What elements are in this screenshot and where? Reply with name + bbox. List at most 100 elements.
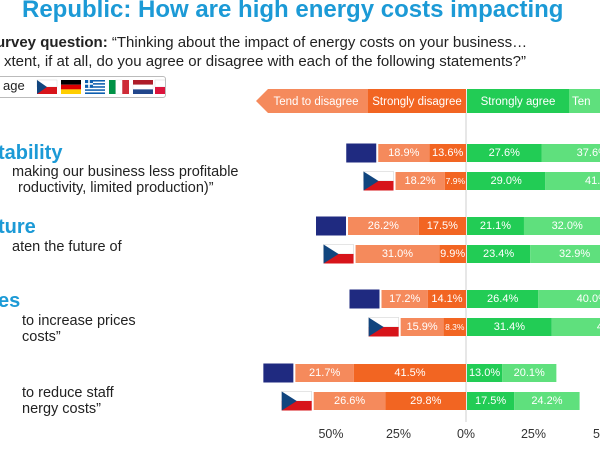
data-label-strongly-disagree: 8.3% — [445, 322, 465, 332]
eu-flag-icon — [316, 216, 347, 236]
category-title-future: ture — [0, 216, 36, 238]
legend-strongly-disagree-swatch — [368, 89, 466, 113]
legend-tend-to-disagree-label: Tend to disagree — [273, 96, 358, 108]
czech-flag-icon-red — [363, 181, 394, 191]
data-label-tend-to-disagree: 21.7% — [309, 367, 340, 379]
x-axis-tick-label: 25% — [386, 427, 411, 441]
czech-flag-icon-wedge — [363, 171, 379, 191]
category-desc-line: making our business less profitable — [12, 164, 239, 180]
german-flag-icon — [61, 80, 81, 94]
data-label-tend-to-disagree: 17.2% — [389, 293, 420, 305]
bar-strongly-agree — [467, 172, 546, 190]
czech-flag-icon-red — [368, 327, 399, 337]
data-label-tend-to-agree: 45.0% — [597, 321, 600, 333]
italian-flag-icon — [109, 79, 129, 95]
average-legend-box: age — [0, 76, 166, 98]
data-label-strongly-disagree: 29.8% — [410, 395, 441, 407]
bar-strongly-disagree — [444, 172, 466, 190]
data-label-strongly-agree: 23.4% — [483, 248, 514, 260]
data-label-tend-to-disagree: 18.2% — [404, 175, 435, 187]
data-label-tend-to-disagree: 26.2% — [368, 220, 399, 232]
data-label-tend-to-disagree: 18.9% — [388, 147, 419, 159]
data-label-tend-to-agree: 41.0% — [585, 175, 600, 187]
bar-strongly-agree — [467, 217, 524, 235]
bar-tend-to-disagree — [381, 290, 428, 308]
data-label-strongly-agree: 29.0% — [491, 175, 522, 187]
bar-strongly-agree — [467, 144, 542, 162]
data-label-tend-to-agree: 20.1% — [514, 367, 545, 379]
bar-tend-to-agree — [530, 245, 600, 263]
czech-flag-icon-wedge — [323, 244, 339, 264]
bar-strongly-disagree — [385, 392, 466, 410]
x-axis-tick-label: 25% — [521, 427, 546, 441]
bar-tend-to-agree — [538, 290, 600, 308]
bar-tend-to-disagree — [395, 172, 445, 190]
legend-tend-to-disagree-swatch — [256, 89, 368, 113]
category-desc-line: nergy costs” — [22, 401, 101, 417]
czech-flag-icon-wedge — [281, 391, 297, 411]
eu-flag-icon — [346, 143, 377, 163]
bar-strongly-disagree — [443, 318, 466, 336]
bar-tend-to-disagree — [400, 318, 444, 336]
bar-strongly-disagree — [353, 364, 466, 382]
data-label-tend-to-agree: 32.0% — [552, 220, 583, 232]
data-label-strongly-disagree: 13.6% — [432, 147, 463, 159]
chart-title: Republic: How are high energy costs impa… — [22, 0, 564, 23]
data-label-strongly-agree: 17.5% — [475, 395, 506, 407]
bar-tend-to-agree — [545, 172, 600, 190]
category-desc-line: to reduce staff — [22, 385, 114, 401]
category-desc-line: roductivity, limited production)” — [18, 180, 214, 196]
eu-flag-icon — [349, 289, 380, 309]
data-label-tend-to-agree: 37.6% — [577, 147, 600, 159]
data-label-tend-to-agree: 32.9% — [559, 248, 590, 260]
data-label-strongly-agree: 31.4% — [494, 321, 525, 333]
data-label-strongly-agree: 26.4% — [487, 293, 518, 305]
bar-tend-to-disagree — [378, 144, 430, 162]
data-label-strongly-disagree: 14.1% — [431, 293, 462, 305]
bar-tend-to-disagree — [295, 364, 354, 382]
bar-tend-to-agree — [514, 392, 580, 410]
bar-tend-to-agree — [523, 217, 600, 235]
legend-tend-to-agree-label: Ten — [572, 96, 591, 108]
bar-tend-to-agree — [502, 364, 557, 382]
bar-tend-to-disagree — [355, 245, 440, 263]
bar-strongly-agree — [467, 290, 539, 308]
data-label-tend-to-disagree: 26.6% — [334, 395, 365, 407]
legend-tend-to-agree-swatch — [569, 89, 600, 113]
x-axis-tick-label: 0% — [457, 427, 475, 441]
bar-strongly-disagree — [427, 290, 466, 308]
survey-question: urvey question: “Thinking about the impa… — [0, 34, 527, 51]
data-label-tend-to-disagree: 31.0% — [382, 248, 413, 260]
category-title-prices: es — [0, 290, 21, 312]
bar-strongly-agree — [467, 245, 531, 263]
eu-flag-icon — [263, 363, 294, 383]
legend-strongly-agree-swatch — [467, 89, 569, 113]
legend-strongly-disagree-label: Strongly disagree — [372, 96, 462, 108]
data-label-strongly-disagree: 17.5% — [427, 220, 458, 232]
czech-flag-icon-red — [323, 254, 354, 264]
category-desc-line: aten the future of — [12, 239, 122, 255]
bar-tend-to-disagree — [348, 217, 419, 235]
dutch-flag-icon — [132, 80, 154, 94]
survey-question-prefix: urvey question: — [0, 34, 108, 51]
survey-question-text: “Thinking about the impact of energy cos… — [107, 34, 528, 51]
category-desc-line: costs” — [22, 329, 61, 345]
czech-flag-icon-wedge — [368, 317, 384, 337]
x-axis-tick-label: 50% — [318, 427, 343, 441]
data-label-tend-to-disagree: 15.9% — [407, 321, 438, 333]
bar-tend-to-agree — [551, 318, 600, 336]
bar-strongly-disagree — [439, 245, 466, 263]
greek-flag-icon — [85, 80, 105, 94]
data-label-strongly-disagree: 9.9% — [440, 248, 465, 260]
polish-flag-icon — [154, 79, 165, 94]
data-label-tend-to-agree: 24.2% — [531, 395, 562, 407]
bar-strongly-agree — [467, 392, 515, 410]
data-label-strongly-agree: 27.6% — [489, 147, 520, 159]
bar-strongly-disagree — [418, 217, 466, 235]
category-title-profitability: tability — [0, 142, 63, 164]
x-axis-tick-label: 5 — [593, 427, 600, 441]
bar-strongly-agree — [467, 364, 503, 382]
average-label: age — [3, 78, 25, 93]
legend-strongly-agree-label: Strongly agree — [481, 96, 556, 108]
